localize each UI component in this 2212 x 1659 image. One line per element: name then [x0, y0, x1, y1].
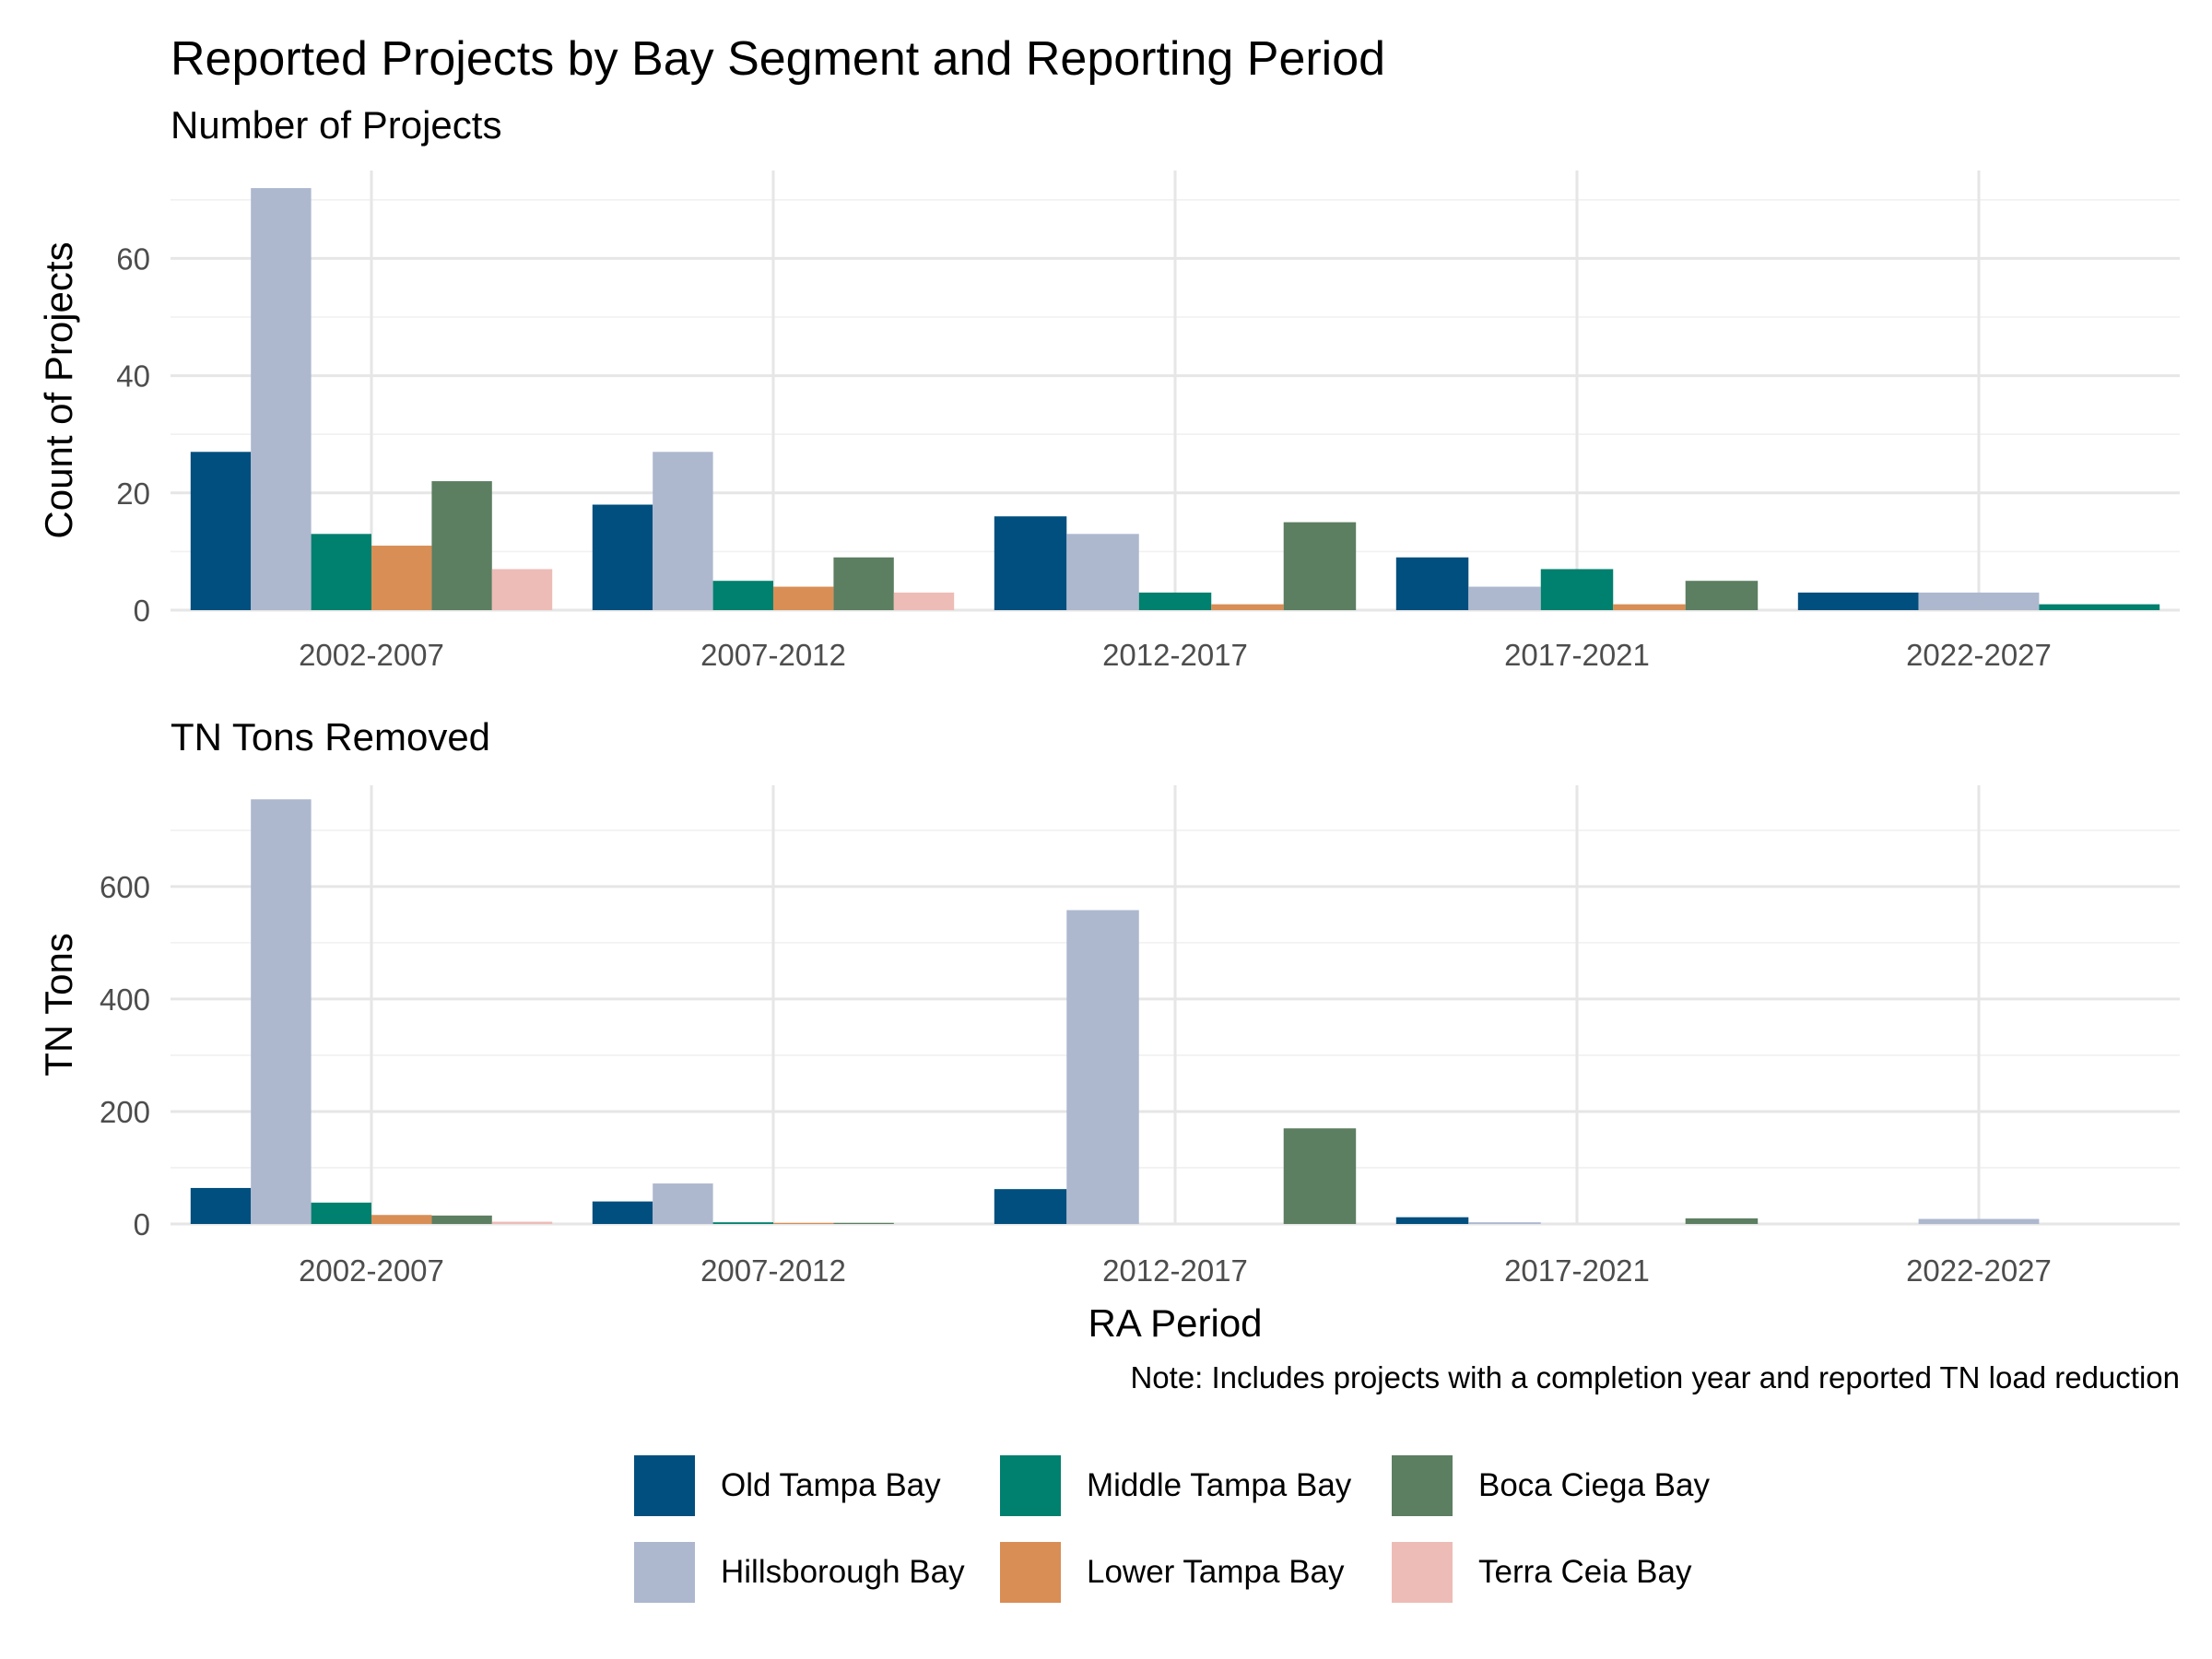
legend-label: Old Tampa Bay: [721, 1467, 941, 1503]
bar: [371, 1215, 432, 1224]
x-tick-label: 2017-2021: [1504, 1253, 1650, 1288]
bar: [833, 1222, 894, 1224]
y-axis-title: Count of Projects: [37, 241, 80, 538]
y-tick-label: 0: [134, 594, 150, 628]
x-tick-label: 2017-2021: [1504, 638, 1650, 672]
bar: [712, 581, 773, 610]
x-tick-label: 2022-2027: [1906, 1253, 2052, 1288]
bar: [833, 557, 894, 610]
y-axis-title: TN Tons: [37, 933, 80, 1077]
bar: [1395, 557, 1469, 610]
bar: [1283, 522, 1357, 610]
legend-item: Boca Ciega Bay: [1392, 1454, 1710, 1517]
bar: [1918, 592, 2040, 610]
bar: [1395, 1217, 1469, 1224]
bar: [371, 546, 432, 610]
legend-swatch: [634, 1542, 695, 1603]
y-tick-label: 200: [100, 1095, 150, 1129]
bar: [1468, 586, 1541, 610]
legend-item: Lower Tampa Bay: [1000, 1541, 1345, 1604]
bar: [190, 1187, 252, 1224]
legend-item: Terra Ceia Bay: [1392, 1541, 1691, 1604]
bar: [190, 452, 252, 610]
bar: [1468, 1222, 1541, 1224]
bar: [1066, 910, 1139, 1224]
x-tick-label: 2002-2007: [299, 638, 444, 672]
legend-label: Hillsborough Bay: [721, 1554, 965, 1590]
legend-swatch: [634, 1455, 695, 1516]
bar: [251, 799, 312, 1224]
x-axis-title: RA Period: [1088, 1301, 1262, 1345]
bar: [1283, 1128, 1357, 1224]
legend-swatch: [1392, 1455, 1453, 1516]
bar: [491, 1221, 553, 1224]
x-tick-label: 2007-2012: [700, 1253, 846, 1288]
legend-item: Old Tampa Bay: [634, 1454, 941, 1517]
panel-title-tn-tons: TN Tons Removed: [171, 715, 491, 759]
bar: [653, 1183, 713, 1224]
legend-label: Middle Tampa Bay: [1087, 1467, 1352, 1503]
bar: [431, 1215, 492, 1224]
y-tick-label: 60: [116, 241, 150, 276]
bar: [1211, 604, 1284, 610]
bar: [592, 1201, 653, 1224]
x-tick-label: 2012-2017: [1102, 1253, 1248, 1288]
x-tick-label: 2012-2017: [1102, 638, 1248, 672]
legend-item: Middle Tampa Bay: [1000, 1454, 1351, 1517]
panel-tn-tons: 0 200 400 600 2002-2007 2007-2012 2012-2017 201…: [37, 785, 2180, 1345]
legend-swatch: [1392, 1542, 1453, 1603]
x-tick-label: 2007-2012: [700, 638, 846, 672]
bar: [994, 1189, 1067, 1224]
legend-label: Lower Tampa Bay: [1087, 1554, 1345, 1590]
bar: [431, 481, 492, 610]
bar: [1613, 604, 1686, 610]
panel-projects: 0 20 40 60 2002-2007 2007-2012 2012-2017 2017-2…: [37, 171, 2180, 672]
legend-item: Hillsborough Bay: [634, 1541, 965, 1604]
bar: [994, 516, 1067, 610]
y-tick-label: 600: [100, 870, 150, 904]
bar: [592, 504, 653, 610]
x-tick-label: 2022-2027: [1906, 638, 2052, 672]
bar: [1918, 1218, 2040, 1224]
bar: [1685, 581, 1759, 610]
bar: [1797, 592, 1919, 610]
panel-title-projects: Number of Projects: [171, 103, 502, 147]
bar: [311, 1202, 371, 1224]
legend-swatch: [1000, 1455, 1061, 1516]
bar: [1138, 592, 1212, 610]
bar: [1685, 1218, 1759, 1224]
bar: [1066, 534, 1139, 610]
bar: [893, 592, 955, 610]
bar: [1540, 569, 1614, 610]
legend-swatch: [1000, 1542, 1061, 1603]
y-tick-label: 0: [134, 1207, 150, 1241]
x-tick-label: 2002-2007: [299, 1253, 444, 1288]
chart-note: Note: Includes projects with a completio…: [1130, 1360, 2180, 1394]
bar: [712, 1222, 773, 1224]
legend-label: Terra Ceia Bay: [1478, 1554, 1692, 1590]
legend: Old Tampa Bay Middle Tampa Bay Boca Ciega …: [634, 1454, 1832, 1620]
bar: [251, 188, 312, 610]
bar: [491, 569, 553, 610]
bar: [773, 586, 834, 610]
chart-title: Reported Projects by Bay Segment and Rep…: [171, 32, 1386, 86]
y-tick-label: 400: [100, 982, 150, 1017]
bar: [2039, 604, 2160, 610]
y-tick-label: 20: [116, 477, 150, 511]
bar: [653, 452, 713, 610]
legend-label: Boca Ciega Bay: [1478, 1467, 1710, 1503]
bar: [773, 1222, 834, 1224]
bar: [311, 534, 371, 610]
y-tick-label: 40: [116, 359, 150, 394]
